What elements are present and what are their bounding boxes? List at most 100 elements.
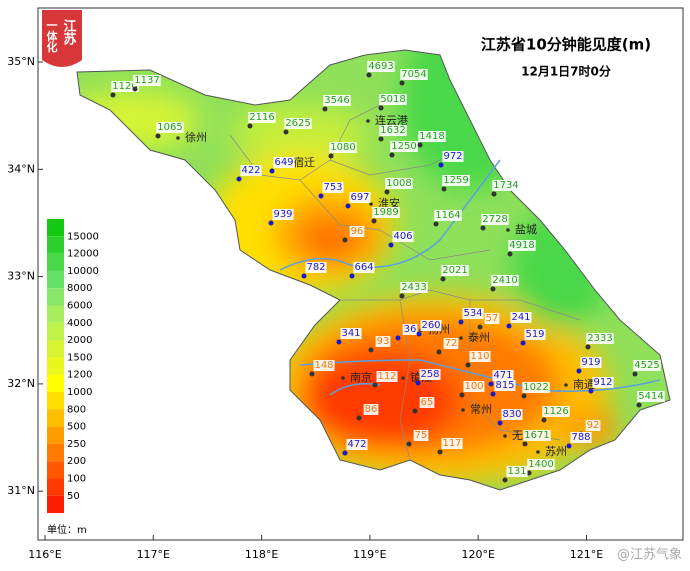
legend-swatch: [47, 495, 64, 514]
graticule-labels: 35°N 34°N 33°N 32°N 31°N 116°E 117°E 118°E 119°E…: [7, 55, 603, 561]
station-value: 471: [493, 370, 512, 381]
station-value: 1418: [419, 131, 444, 142]
legend-swatch: [47, 236, 64, 254]
lat-label: 34°N: [7, 162, 35, 175]
station-label-bg: [248, 112, 276, 123]
station-dot: [585, 344, 591, 350]
station-label-bg: [418, 131, 446, 142]
station-dot: [132, 86, 138, 92]
station-value: 75: [415, 430, 428, 441]
station-dot: [349, 273, 355, 279]
station-label-bg: [506, 466, 528, 477]
station-dot: [309, 371, 315, 377]
station-value: 341: [341, 328, 360, 339]
station-dot: [490, 286, 496, 292]
station-label-bg: [353, 262, 375, 273]
legend-label: 4000: [67, 318, 92, 329]
station-value: 664: [354, 262, 373, 273]
legend-label: 200: [67, 456, 86, 467]
station-dot: [465, 362, 471, 368]
station-value: 2021: [442, 265, 467, 276]
station-label-bg: [419, 369, 441, 380]
station-dot: [507, 251, 513, 257]
city-dot: [366, 119, 370, 123]
city-dot: [536, 450, 540, 454]
station-dot: [247, 123, 253, 129]
station-value: 1164: [435, 210, 460, 221]
legend-swatch: [47, 322, 64, 341]
cities: 徐州宿迁连云港淮安盐城扬州泰州南京镇江常州无锡苏州南通: [176, 114, 595, 458]
legend-swatch: [47, 340, 64, 358]
lat-label: 32°N: [7, 377, 35, 390]
station-value: 1126: [112, 81, 137, 92]
station-dot: [345, 203, 351, 209]
lat-label: 35°N: [7, 55, 35, 68]
station-label-bg: [443, 338, 459, 349]
legend-label: 12000: [67, 249, 99, 260]
station-value: 2728: [482, 214, 507, 225]
city-name: 盐城: [515, 223, 537, 236]
city-dot: [176, 136, 180, 140]
city-dot: [459, 336, 463, 340]
station-dot: [502, 477, 508, 483]
station-label-bg: [329, 142, 357, 153]
station-dot: [459, 392, 465, 398]
station-label-bg: [523, 430, 551, 441]
station-value: 1989: [373, 207, 398, 218]
legend-swatch: [47, 374, 64, 392]
station-label-bg: [392, 231, 414, 242]
station-value: 148: [314, 360, 333, 371]
station-dot: [406, 441, 412, 447]
station-value: 939: [273, 209, 292, 220]
city-name: 苏州: [545, 445, 567, 458]
station-label-bg: [419, 397, 435, 408]
station-dot: [378, 136, 384, 142]
station-label-bg: [240, 165, 262, 176]
legend-label: 6000: [67, 301, 92, 312]
station-label-bg: [376, 371, 398, 382]
station-value: 1250: [391, 141, 416, 152]
station-value: 5414: [638, 391, 663, 402]
station-label-bg: [592, 377, 614, 388]
city-name: 南通: [573, 378, 595, 391]
station-value: 815: [495, 380, 514, 391]
station-dot: [399, 80, 405, 86]
station-dot: [437, 449, 443, 455]
station-value: 1065: [157, 122, 182, 133]
station-dot: [378, 105, 384, 111]
station-value: 1126: [543, 406, 568, 417]
lat-label: 33°N: [7, 270, 35, 283]
station-label-bg: [522, 382, 550, 393]
station-label-bg: [580, 357, 602, 368]
legend-unit: 单位：m: [47, 523, 87, 536]
station-label-bg: [637, 391, 665, 402]
station-label-bg: [305, 262, 327, 273]
legend-label: 2000: [67, 335, 92, 346]
station-value: 1734: [493, 180, 518, 191]
station-dot: [395, 335, 401, 341]
station-dot: [384, 189, 390, 195]
legend-swatch: [47, 478, 64, 496]
station-value: 3546: [324, 95, 349, 106]
station-dot: [389, 152, 395, 158]
station-label-bg: [372, 207, 400, 218]
station-label-bg: [367, 61, 395, 72]
station-label-bg: [313, 360, 335, 371]
city-dot: [341, 376, 345, 380]
station-dot: [541, 417, 547, 423]
station-dot: [636, 402, 642, 408]
station-value: 4918: [509, 240, 534, 251]
station-dot: [155, 133, 161, 139]
station-value: 2116: [249, 112, 274, 123]
legend-swatch: [47, 253, 64, 271]
station-value: 57: [486, 313, 499, 324]
station-label-bg: [284, 118, 312, 129]
station-label-bg: [463, 381, 485, 392]
station-dot: [236, 176, 242, 182]
city-name: 徐州: [185, 130, 207, 144]
legend-swatch: [47, 443, 64, 462]
station-label-bg: [542, 406, 570, 417]
logo-text: 江苏: [61, 18, 77, 46]
map-subtitle: 12月1日7时0分: [521, 64, 611, 79]
station-dot: [521, 393, 527, 399]
